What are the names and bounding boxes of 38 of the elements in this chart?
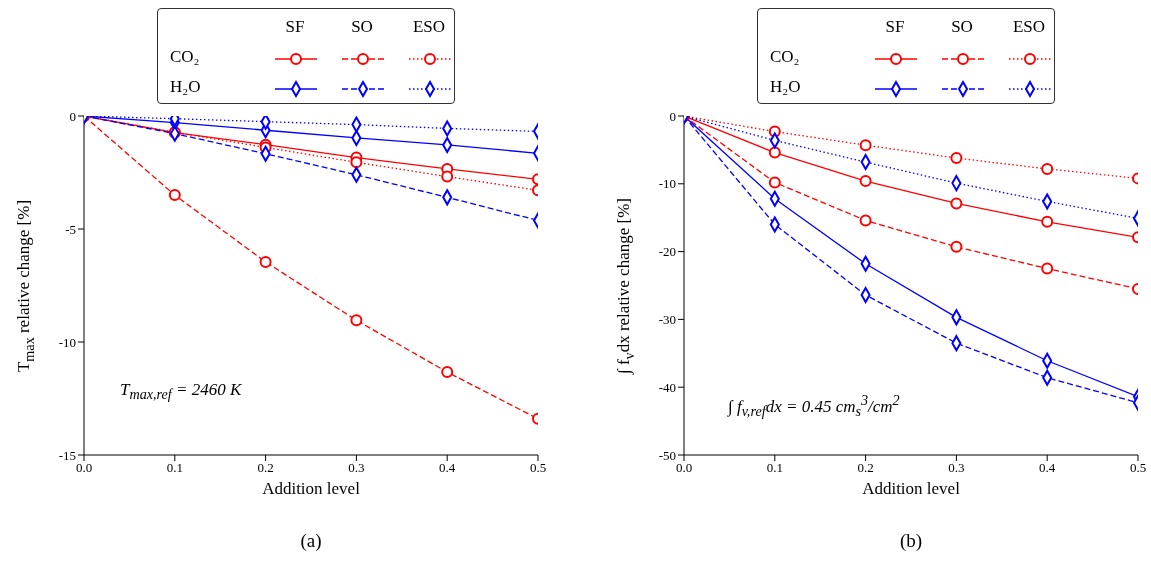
y-tick-label: 0	[69, 108, 76, 124]
x-tick-label: 0.4	[1039, 460, 1056, 476]
text: (b)	[899, 530, 923, 552]
y-tick-label: -15	[58, 447, 76, 463]
y-tick-label: -5	[65, 221, 76, 237]
text: H₂O	[770, 77, 801, 97]
x-tick-label: 0.5	[1129, 460, 1147, 476]
annotation: ∫ f$_{v,ref}$dx = 0.45 cm$_{s}$$^{3}$/cm$^{2}$	[728, 392, 900, 421]
x-axis-title: Addition level	[262, 479, 360, 499]
text: SO	[951, 17, 973, 37]
x-tick-label: 0.3	[948, 460, 965, 476]
x-tick-label: 0.5	[529, 460, 547, 476]
x-tick-label: 0.1	[166, 460, 183, 476]
x-axis-title: Addition level	[862, 479, 960, 499]
annotation: T$_{max,ref}$ = 2460 K	[120, 380, 242, 404]
text: SO	[351, 17, 373, 37]
x-tick-label: 0.2	[857, 460, 874, 476]
text: CO₂	[170, 47, 200, 67]
text: CO₂	[770, 47, 800, 67]
x-tick-label: 0.4	[439, 460, 456, 476]
x-tick-label: 0.3	[348, 460, 365, 476]
text: SF	[285, 17, 305, 37]
x-tick-label: 0.1	[766, 460, 783, 476]
text: SF	[885, 17, 905, 37]
y-tick-label: -30	[658, 312, 676, 328]
text: H₂O	[170, 77, 201, 97]
y-tick-label: -20	[658, 244, 676, 260]
text: ESO	[412, 17, 446, 37]
text: ESO	[1012, 17, 1046, 37]
x-tick-label: 0.0	[675, 460, 693, 476]
x-tick-label: 0.0	[75, 460, 93, 476]
text: (a)	[300, 530, 322, 552]
y-tick-label: 0	[669, 108, 676, 124]
x-tick-label: 0.2	[257, 460, 274, 476]
y-tick-label: -40	[658, 379, 676, 395]
y-tick-label: -10	[58, 334, 76, 350]
y-tick-label: -50	[658, 447, 676, 463]
y-tick-label: -10	[658, 176, 676, 192]
